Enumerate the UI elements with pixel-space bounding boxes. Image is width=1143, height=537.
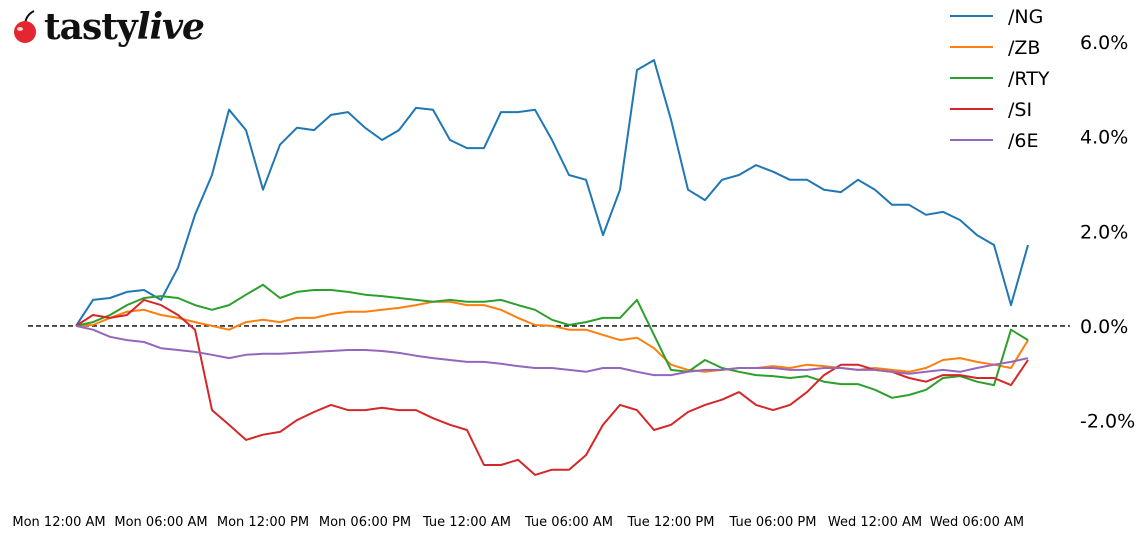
- legend-label: /SI: [1008, 99, 1032, 121]
- legend-item: /NG: [950, 6, 1043, 28]
- legend-item: /RTY: [950, 68, 1050, 90]
- legend-label: /NG: [1008, 6, 1043, 28]
- y-tick-label: 2.0%: [1080, 221, 1128, 243]
- y-tick-label: 6.0%: [1080, 32, 1128, 54]
- legend-item: /ZB: [950, 37, 1040, 59]
- x-tick-label: Mon 12:00 AM: [12, 515, 105, 530]
- tastylive-logo: tastylive: [10, 6, 205, 48]
- y-axis-ticks: 6.0% 4.0% 2.0% 0.0% -2.0%: [1080, 32, 1135, 432]
- legend-label: /RTY: [1008, 68, 1050, 90]
- y-tick-label: -2.0%: [1080, 411, 1135, 433]
- x-tick-label: Tue 12:00 AM: [422, 515, 511, 530]
- legend-label: /6E: [1008, 130, 1039, 152]
- legend-item: /6E: [950, 130, 1039, 152]
- x-tick-label: Tue 06:00 PM: [729, 515, 817, 530]
- x-tick-label: Wed 06:00 AM: [930, 515, 1024, 530]
- series-line-zb: [75, 300, 1029, 373]
- x-tick-label: Tue 06:00 AM: [524, 515, 613, 530]
- series-line-si: [75, 298, 1029, 476]
- logo-text: tastylive: [44, 6, 205, 48]
- y-tick-label: 4.0%: [1080, 127, 1128, 149]
- cherry-icon: [14, 10, 36, 43]
- x-tick-label: Mon 06:00 PM: [319, 515, 411, 530]
- x-tick-label: Mon 06:00 AM: [114, 515, 207, 530]
- x-axis-ticks: Mon 12:00 AM Mon 06:00 AM Mon 12:00 PM Mon …: [12, 515, 1024, 530]
- series-line-rty: [75, 283, 1029, 399]
- legend: /NG/ZB/RTY/SI/6E: [950, 6, 1050, 152]
- series-line-6e: [75, 324, 1029, 377]
- legend-item: /SI: [950, 99, 1032, 121]
- x-tick-label: Wed 12:00 AM: [828, 515, 922, 530]
- x-tick-label: Mon 12:00 PM: [217, 515, 309, 530]
- series-lines: [28, 59, 1070, 476]
- series-line-ng: [75, 59, 1029, 327]
- x-tick-label: Tue 12:00 PM: [627, 515, 715, 530]
- legend-label: /ZB: [1008, 37, 1040, 59]
- y-tick-label: 0.0%: [1080, 316, 1128, 338]
